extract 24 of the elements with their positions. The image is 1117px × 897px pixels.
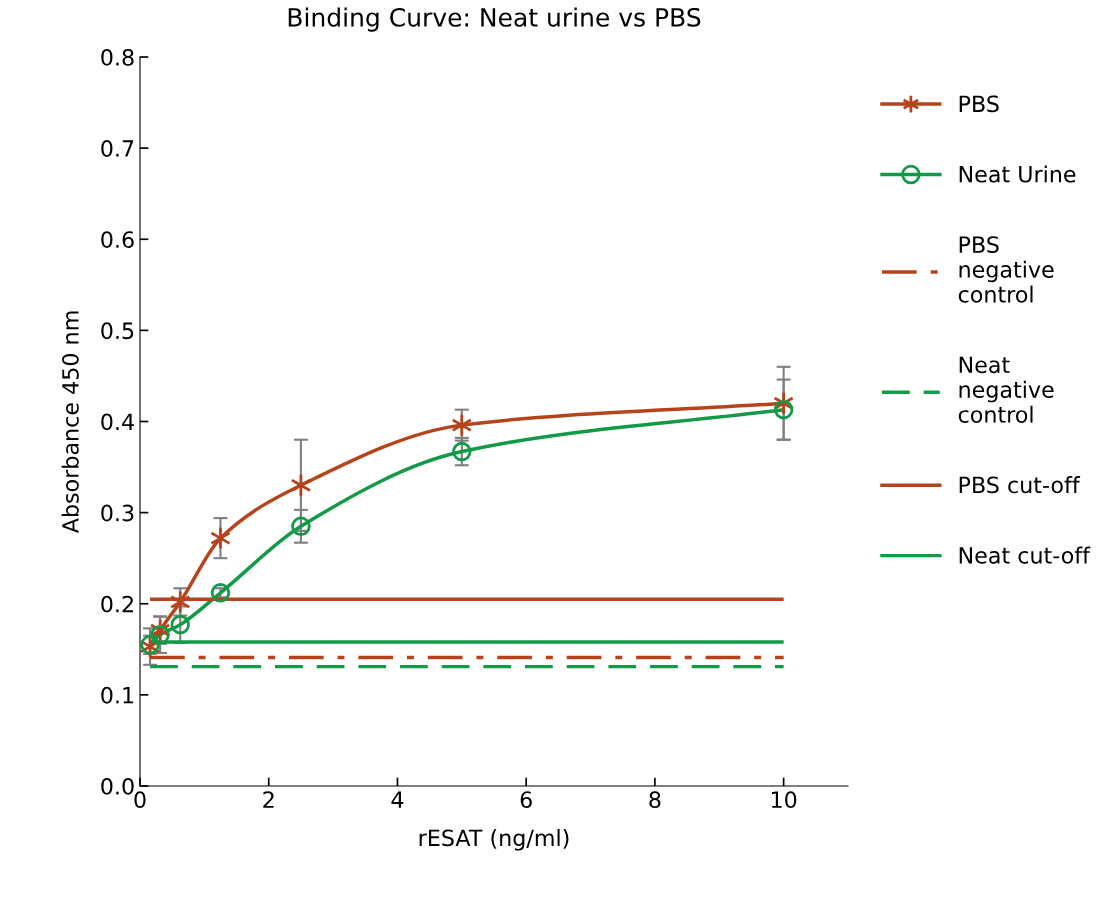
legend-label: PBS negative control bbox=[958, 236, 1054, 303]
y-tick-label: 0.5 bbox=[101, 322, 134, 340]
chart-title: Binding Curve: Neat urine vs PBS bbox=[288, 7, 701, 32]
x-tick-label: 8 bbox=[649, 791, 661, 809]
legend-label: PBS bbox=[959, 95, 999, 113]
x-tick-label: 6 bbox=[520, 791, 532, 809]
x-axis-title: rESAT (ng/ml) bbox=[419, 829, 569, 851]
y-axis-title: Absorbance 450 nm bbox=[61, 311, 79, 534]
y-tick-label: 0.3 bbox=[101, 504, 134, 522]
y-tick-label: 0.1 bbox=[101, 686, 134, 704]
legend-label: Neat negative control bbox=[958, 356, 1054, 423]
x-tick-label: 0 bbox=[134, 791, 146, 809]
y-tick-label: 0.0 bbox=[101, 777, 134, 795]
legend-label: PBS cut-off bbox=[959, 476, 1081, 494]
y-tick-label: 0.7 bbox=[101, 140, 134, 157]
legend-label: Neat cut-off bbox=[959, 546, 1091, 564]
y-tick-label: 0.2 bbox=[101, 595, 133, 613]
y-tick-label: 0.8 bbox=[101, 48, 134, 66]
x-tick-label: 2 bbox=[263, 791, 274, 808]
y-tick-label: 0.6 bbox=[101, 231, 134, 249]
x-tick-label: 10 bbox=[771, 791, 797, 809]
y-tick-label: 0.4 bbox=[101, 413, 134, 431]
legend-label: Neat Urine bbox=[959, 165, 1076, 183]
x-tick-label: 4 bbox=[391, 791, 404, 808]
